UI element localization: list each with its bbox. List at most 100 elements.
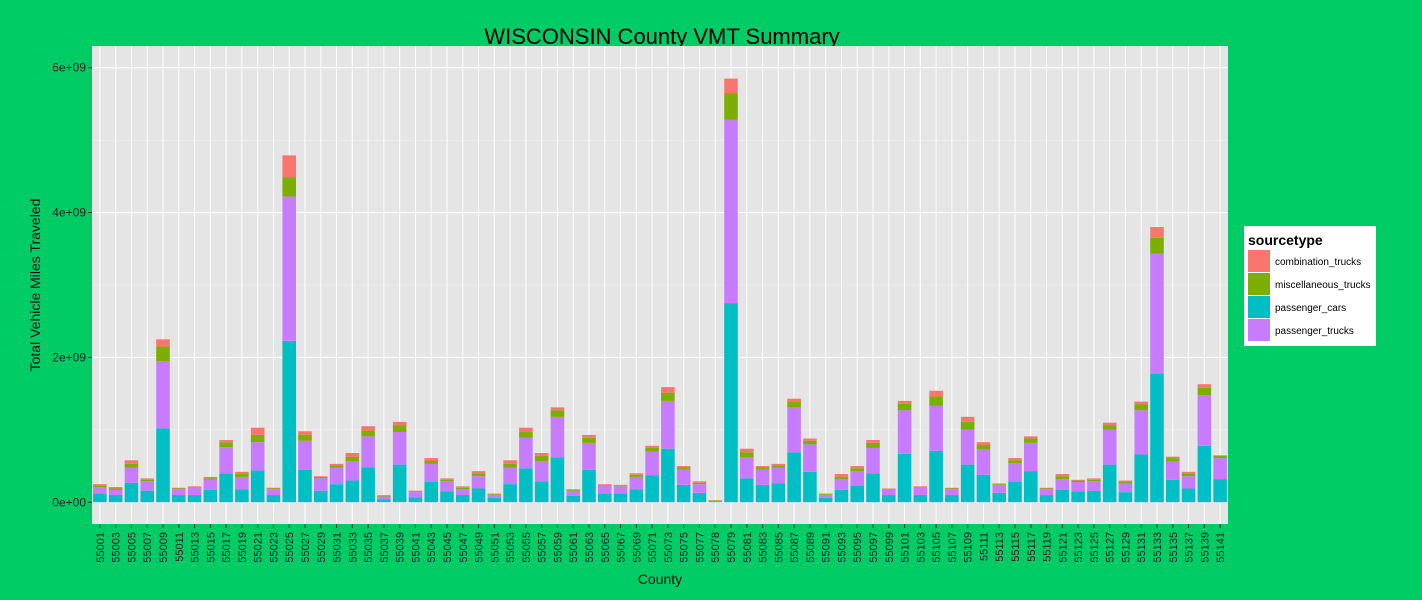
bar-55047-combination_trucks bbox=[455, 486, 470, 488]
bar-55033-combination_trucks bbox=[345, 453, 360, 457]
x-tick-label: 55075 bbox=[679, 532, 691, 563]
bar-55133-passenger_trucks bbox=[1150, 253, 1164, 374]
bar-55089-miscellaneous_trucks bbox=[803, 440, 817, 445]
bar-55065-miscellaneous_trucks bbox=[597, 484, 612, 486]
bar-55137-passenger_cars bbox=[1181, 488, 1196, 503]
legend-title: sourcetype bbox=[1248, 232, 1323, 248]
x-tick-label: 55043 bbox=[426, 532, 438, 563]
x-tick-label: 55099 bbox=[884, 532, 896, 563]
bar-55067-passenger_cars bbox=[613, 493, 628, 503]
x-tick-label: 55003 bbox=[111, 532, 123, 563]
x-tick-label: 55021 bbox=[253, 532, 265, 563]
bar-55051-combination_trucks bbox=[487, 493, 502, 495]
bar-55081-passenger_trucks bbox=[739, 457, 754, 479]
x-tick-label: 55071 bbox=[647, 532, 659, 563]
bar-55103-miscellaneous_trucks bbox=[913, 487, 928, 488]
bar-55033-miscellaneous_trucks bbox=[345, 456, 360, 461]
x-tick-label: 55077 bbox=[694, 532, 706, 563]
bar-55029-passenger_trucks bbox=[313, 478, 328, 491]
bar-55041-passenger_cars bbox=[408, 497, 423, 503]
y-axis-title: Total Vehicle Miles Traveled bbox=[27, 199, 43, 372]
bar-55039-passenger_cars bbox=[392, 464, 407, 503]
bar-55073-miscellaneous_trucks bbox=[661, 392, 675, 401]
bar-55003-passenger_cars bbox=[108, 495, 123, 503]
bar-55111-miscellaneous_trucks bbox=[976, 445, 991, 450]
legend-items: combination_trucks miscellaneous_truckspa… bbox=[1248, 250, 1371, 341]
bar-55029-combination_trucks bbox=[313, 476, 328, 477]
x-tick-label: 55013 bbox=[190, 532, 202, 563]
bar-55041-miscellaneous_trucks bbox=[408, 491, 423, 493]
x-tick-label: 55115 bbox=[1010, 532, 1022, 562]
bar-55017-passenger_trucks bbox=[219, 447, 233, 474]
bar-55105-miscellaneous_trucks bbox=[929, 396, 943, 406]
bar-55039-combination_trucks bbox=[392, 421, 407, 426]
x-tick-label: 55127 bbox=[1105, 532, 1117, 563]
bar-55025-passenger_trucks bbox=[282, 196, 297, 341]
bar-55103-passenger_cars bbox=[913, 495, 928, 503]
bar-55129-passenger_trucks bbox=[1118, 483, 1133, 493]
bar-55037-miscellaneous_trucks bbox=[377, 495, 391, 497]
bar-55133-miscellaneous_trucks bbox=[1150, 237, 1164, 254]
bar-55019-miscellaneous_trucks bbox=[235, 474, 249, 477]
bar-55031-passenger_trucks bbox=[329, 467, 344, 485]
bar-55115-miscellaneous_trucks bbox=[1008, 460, 1022, 464]
x-tick-label: 55019 bbox=[237, 532, 249, 563]
x-tick-label: 55109 bbox=[963, 532, 975, 563]
x-tick-label: 55089 bbox=[805, 532, 817, 563]
x-tick-label: 55125 bbox=[1089, 532, 1101, 563]
bar-55135-miscellaneous_trucks bbox=[1165, 458, 1180, 461]
bar-55023-passenger_trucks bbox=[266, 489, 281, 496]
x-tick-label: 55023 bbox=[268, 532, 280, 563]
bar-55123-combination_trucks bbox=[1071, 479, 1085, 481]
bar-55099-combination_trucks bbox=[881, 488, 896, 490]
bar-55005-combination_trucks bbox=[124, 460, 139, 464]
bar-55029-passenger_cars bbox=[313, 490, 328, 503]
bar-55015-combination_trucks bbox=[203, 476, 218, 479]
bar-55051-miscellaneous_trucks bbox=[487, 494, 502, 496]
x-tick-label: 55113 bbox=[994, 532, 1006, 562]
x-tick-label: 55011 bbox=[174, 532, 186, 562]
bar-55087-miscellaneous_trucks bbox=[787, 401, 801, 408]
bar-55137-passenger_trucks bbox=[1181, 476, 1196, 489]
x-tick-label: 55045 bbox=[442, 532, 454, 563]
bar-55013-combination_trucks bbox=[187, 486, 202, 488]
bar-55131-combination_trucks bbox=[1134, 401, 1149, 405]
x-tick-label: 55135 bbox=[1168, 532, 1180, 563]
x-tick-label: 55131 bbox=[1136, 532, 1148, 563]
bar-55069-passenger_cars bbox=[629, 489, 644, 503]
bar-55025-passenger_cars bbox=[282, 340, 297, 503]
bar-55011-passenger_cars bbox=[171, 495, 186, 503]
bar-55101-passenger_cars bbox=[897, 453, 912, 503]
x-tick-label: 55063 bbox=[584, 532, 596, 563]
x-tick-label: 55091 bbox=[821, 532, 833, 563]
bar-55059-passenger_cars bbox=[550, 457, 565, 503]
bar-55071-combination_trucks bbox=[645, 445, 659, 448]
bar-55051-passenger_trucks bbox=[487, 495, 502, 498]
bar-55035-combination_trucks bbox=[361, 426, 375, 431]
bar-55081-combination_trucks bbox=[739, 448, 754, 453]
x-tick-label: 55093 bbox=[836, 532, 848, 563]
bar-55049-miscellaneous_trucks bbox=[471, 473, 486, 477]
bar-55045-combination_trucks bbox=[440, 478, 454, 480]
bar-55129-miscellaneous_trucks bbox=[1118, 481, 1133, 484]
bar-55095-combination_trucks bbox=[850, 466, 865, 469]
bar-55121-combination_trucks bbox=[1055, 474, 1070, 477]
bar-55007-passenger_trucks bbox=[140, 481, 155, 491]
bar-55101-combination_trucks bbox=[897, 400, 912, 404]
x-tick-label: 55057 bbox=[537, 532, 549, 563]
bar-55107-miscellaneous_trucks bbox=[945, 488, 959, 490]
bar-55031-passenger_cars bbox=[329, 484, 344, 503]
bar-55009-combination_trucks bbox=[156, 339, 170, 347]
x-tick-label: 55123 bbox=[1073, 532, 1085, 563]
bar-55055-passenger_cars bbox=[519, 468, 533, 503]
bar-55061-miscellaneous_trucks bbox=[566, 489, 581, 491]
bar-55021-passenger_trucks bbox=[250, 442, 265, 471]
bar-55017-miscellaneous_trucks bbox=[219, 442, 233, 448]
bar-55007-miscellaneous_trucks bbox=[140, 479, 155, 482]
bar-55009-miscellaneous_trucks bbox=[156, 346, 170, 362]
x-tick-label: 55061 bbox=[568, 532, 580, 563]
bar-55139-passenger_trucks bbox=[1197, 395, 1212, 446]
bar-55079-miscellaneous_trucks bbox=[724, 93, 738, 120]
y-tick-label: 4e+09 bbox=[52, 206, 86, 220]
